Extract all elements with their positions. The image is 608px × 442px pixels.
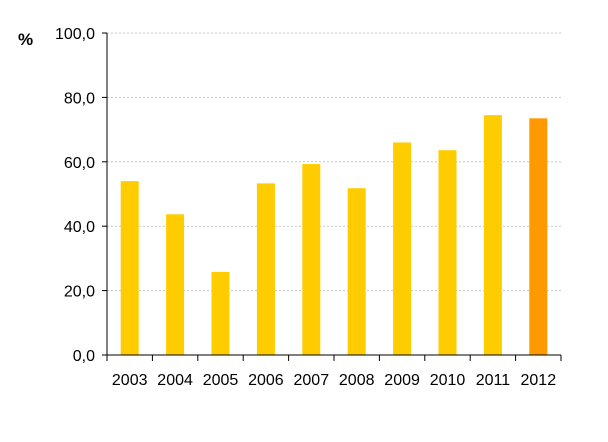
- y-tick-label: 60,0: [64, 155, 95, 172]
- bar-2007: [302, 164, 321, 355]
- bar-2006: [256, 183, 275, 355]
- y-tick-label: 20,0: [64, 284, 95, 301]
- axes: [106, 33, 561, 356]
- bar-2012: [529, 118, 548, 355]
- x-tick-label: 2003: [112, 372, 148, 389]
- x-tick-label: 2007: [294, 372, 330, 389]
- bar-2005: [211, 271, 230, 355]
- x-tick-label: 2004: [157, 372, 193, 389]
- bar-2010: [438, 150, 457, 355]
- bars: [120, 115, 548, 355]
- y-tick-label: 0,0: [73, 348, 95, 365]
- bar-2009: [393, 142, 412, 355]
- bar-2004: [166, 214, 185, 355]
- x-tick-label: 2009: [384, 372, 420, 389]
- x-tick-label: 2011: [476, 372, 511, 389]
- grid-lines: [102, 32, 562, 361]
- x-tick-label: 2005: [203, 372, 239, 389]
- x-tick-labels: 2003 2004 2005 2006 2007 2008 2009 2010 2011 2012: [112, 372, 556, 389]
- y-tick-labels: 0,0 20,0 40,0 60,0 80,0 100,0: [55, 26, 95, 365]
- x-tick-label: 2012: [521, 372, 557, 389]
- y-tick-label: 40,0: [64, 219, 95, 236]
- x-tick-label: 2010: [430, 372, 466, 389]
- bar-2008: [347, 188, 366, 355]
- y-tick-label: 80,0: [64, 90, 95, 107]
- y-tick-label: 100,0: [55, 26, 95, 43]
- bar-2011: [483, 115, 502, 355]
- bar-2003: [120, 181, 139, 355]
- x-tick-label: 2008: [339, 372, 375, 389]
- y-axis-label: %: [18, 30, 33, 49]
- x-tick-label: 2006: [248, 372, 284, 389]
